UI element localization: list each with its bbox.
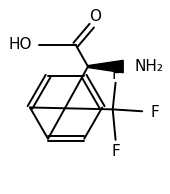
- Text: F: F: [151, 105, 159, 120]
- Text: F: F: [111, 144, 120, 159]
- Text: HO: HO: [9, 37, 32, 52]
- Polygon shape: [88, 60, 123, 73]
- Text: O: O: [90, 9, 102, 24]
- Text: NH₂: NH₂: [135, 59, 164, 74]
- Text: F: F: [111, 67, 120, 82]
